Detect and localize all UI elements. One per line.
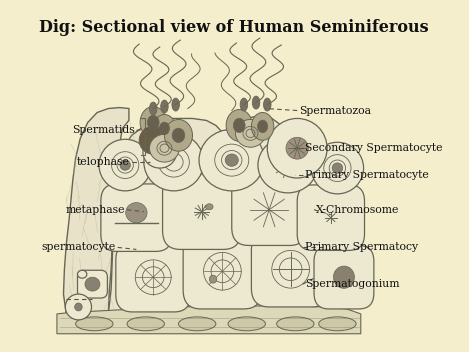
- Ellipse shape: [161, 100, 168, 113]
- Ellipse shape: [172, 98, 180, 111]
- Ellipse shape: [159, 122, 169, 134]
- Ellipse shape: [333, 266, 355, 288]
- Text: Spermatids: Spermatids: [72, 125, 135, 136]
- Ellipse shape: [267, 119, 327, 178]
- Text: Spermatozoa: Spermatozoa: [299, 106, 371, 115]
- Text: Dig: Sectional view of Human Seminiferous: Dig: Sectional view of Human Seminiferou…: [39, 19, 429, 36]
- FancyBboxPatch shape: [297, 185, 364, 250]
- Ellipse shape: [147, 115, 159, 130]
- Ellipse shape: [140, 107, 166, 138]
- Ellipse shape: [252, 96, 260, 109]
- Polygon shape: [108, 115, 347, 314]
- Ellipse shape: [311, 142, 363, 194]
- Ellipse shape: [154, 147, 166, 157]
- Text: Spermatogonium: Spermatogonium: [305, 279, 399, 289]
- Ellipse shape: [144, 133, 204, 191]
- Ellipse shape: [150, 134, 180, 162]
- Ellipse shape: [143, 136, 177, 168]
- Ellipse shape: [225, 154, 238, 166]
- FancyBboxPatch shape: [116, 243, 190, 312]
- Ellipse shape: [126, 203, 147, 223]
- FancyBboxPatch shape: [251, 232, 330, 307]
- Ellipse shape: [127, 317, 165, 331]
- Ellipse shape: [75, 303, 82, 311]
- Ellipse shape: [76, 317, 113, 331]
- Ellipse shape: [264, 98, 271, 111]
- Text: Secondary Spermatocyte: Secondary Spermatocyte: [305, 143, 442, 153]
- Ellipse shape: [139, 126, 167, 154]
- Ellipse shape: [258, 137, 318, 193]
- Ellipse shape: [205, 204, 213, 210]
- Ellipse shape: [209, 275, 217, 283]
- FancyBboxPatch shape: [232, 174, 307, 245]
- Ellipse shape: [251, 113, 274, 140]
- Polygon shape: [57, 306, 361, 334]
- Text: metaphase: metaphase: [66, 205, 125, 215]
- Ellipse shape: [235, 119, 265, 147]
- Ellipse shape: [257, 120, 268, 133]
- Polygon shape: [63, 108, 129, 314]
- Ellipse shape: [226, 109, 252, 141]
- Ellipse shape: [286, 137, 309, 159]
- Text: telophase: telophase: [77, 157, 130, 167]
- FancyBboxPatch shape: [163, 174, 241, 250]
- FancyBboxPatch shape: [183, 233, 262, 309]
- Ellipse shape: [165, 119, 192, 151]
- Ellipse shape: [65, 294, 91, 320]
- Ellipse shape: [77, 270, 87, 278]
- Ellipse shape: [150, 102, 157, 115]
- FancyBboxPatch shape: [77, 270, 107, 298]
- Ellipse shape: [234, 118, 245, 133]
- FancyBboxPatch shape: [314, 245, 374, 309]
- Ellipse shape: [228, 317, 265, 331]
- Text: spermatocyte: spermatocyte: [42, 243, 116, 252]
- Text: X-Chromosome: X-Chromosome: [316, 205, 399, 215]
- Ellipse shape: [85, 277, 100, 291]
- Ellipse shape: [277, 317, 314, 331]
- Ellipse shape: [199, 130, 265, 191]
- Ellipse shape: [172, 128, 185, 143]
- Ellipse shape: [332, 163, 343, 173]
- Ellipse shape: [120, 160, 130, 170]
- Ellipse shape: [319, 317, 356, 331]
- Text: Primary Spermatocy: Primary Spermatocy: [305, 243, 418, 252]
- Text: Primary Spermatocyte: Primary Spermatocyte: [305, 170, 428, 180]
- Ellipse shape: [179, 317, 216, 331]
- Ellipse shape: [99, 139, 151, 191]
- Ellipse shape: [153, 114, 176, 142]
- Ellipse shape: [240, 98, 248, 111]
- FancyBboxPatch shape: [101, 184, 172, 251]
